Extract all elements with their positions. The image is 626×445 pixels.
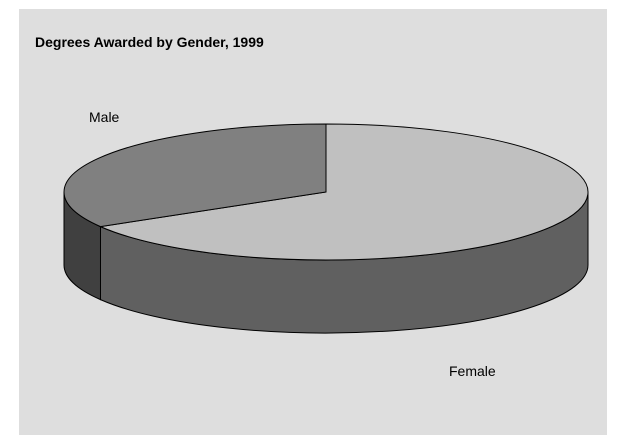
chart-area: Degrees Awarded by Gender, 1999 Male Fem… <box>19 9 607 435</box>
pie-slice-female <box>98 123 589 261</box>
pie-chart <box>63 123 589 334</box>
slice-label-female: Female <box>449 363 496 379</box>
chart-title: Degrees Awarded by Gender, 1999 <box>35 34 264 50</box>
pie-slice-male <box>63 123 327 228</box>
slice-label-male: Male <box>89 109 120 125</box>
